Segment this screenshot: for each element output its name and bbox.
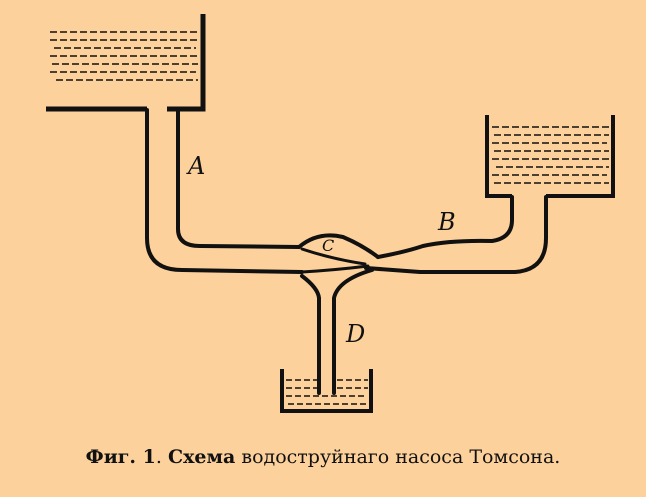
caption-prefix: Фиг. 1 [85,446,156,468]
label-c: C [322,236,334,255]
upper-left-water-hatching [50,31,198,81]
label-a: A [186,152,205,180]
caption-word: Схема [167,446,236,468]
lower-reservoir [280,369,373,413]
upper-left-reservoir [46,14,206,112]
nozzle-upper-wall [300,247,367,266]
upper-right-reservoir [485,115,615,198]
label-b: B [437,208,456,236]
nozzle-lower-wall [300,264,370,274]
pipe-system [145,108,548,395]
pipe-a-inner-wall [176,108,301,249]
figure-caption: Фиг. 1. Схема водоструйнаго насоса Томсо… [0,446,646,468]
pipe-b-top-wall [376,195,514,259]
caption-rest: водоструйнаго насоса Томсона. [235,446,561,468]
label-d: D [345,320,365,348]
pipe-b-bottom-wall [364,195,548,274]
chamber-c-top [297,233,380,259]
pipe-d-left-wall [300,274,321,395]
caption-separator: . [155,446,168,468]
pipe-a-outer-wall [145,108,304,274]
lower-water-hatching [286,379,368,405]
pipe-d-right-wall [332,268,374,395]
upper-right-water-hatching [492,126,609,184]
